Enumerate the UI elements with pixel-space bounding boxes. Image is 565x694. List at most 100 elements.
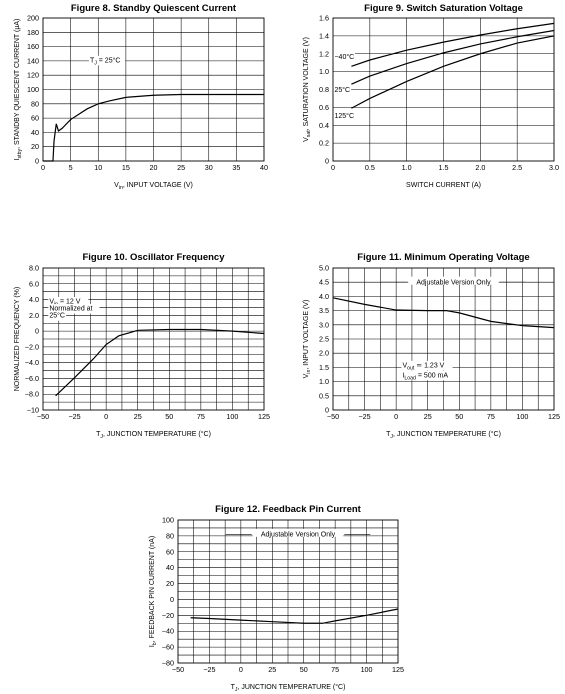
y-tick-label: 0	[325, 406, 329, 415]
y-tick-label: −6.0	[25, 374, 39, 383]
x-tick-label: 0	[104, 412, 108, 421]
annotation-bg	[48, 311, 67, 321]
y-axis-label: Vsat, SATURATION VOLTAGE (V)	[303, 37, 312, 142]
y-axis-label: Istby, STANDBY QUIESCENT CURRENT (µA)	[14, 19, 23, 161]
y-axis-label: Vin, INPUT VOLTAGE (V)	[303, 300, 312, 379]
y-axis-label: Ib, FEEDBACK PIN CURRENT (nA)	[149, 536, 158, 647]
x-tick-label: 25	[177, 163, 185, 172]
x-tick-label: −25	[358, 412, 370, 421]
series-line	[43, 93, 264, 162]
y-tick-label: 4.0	[319, 292, 329, 301]
series-label-bg	[333, 85, 352, 95]
y-tick-label: 1.6	[319, 14, 329, 23]
series-label-bg	[333, 111, 355, 121]
annotation-bg	[48, 304, 100, 314]
y-tick-label: 4.0	[29, 295, 39, 304]
y-tick-label: 100	[27, 85, 39, 94]
x-tick-label: 25	[268, 665, 276, 674]
y-tick-label: 1.2	[319, 49, 329, 58]
y-tick-label: 0	[170, 595, 174, 604]
x-tick-label: 125	[392, 665, 404, 674]
chart-title: Figure 9. Switch Saturation Voltage	[364, 3, 523, 14]
y-tick-label: 40	[31, 128, 39, 137]
y-tick-label: 0.8	[319, 85, 329, 94]
x-tick-label: 1.5	[439, 163, 449, 172]
x-tick-label: 100	[516, 412, 528, 421]
y-tick-label: 200	[27, 14, 39, 23]
annotation: Normalized at	[49, 306, 92, 313]
y-tick-label: 80	[31, 99, 39, 108]
y-tick-label: −20	[162, 611, 174, 620]
annotation-bg	[88, 55, 126, 66]
x-tick-label: 30	[205, 163, 213, 172]
y-tick-label: 2.0	[29, 311, 39, 320]
x-tick-label: 25	[424, 412, 432, 421]
series-line	[351, 29, 555, 85]
plot-frame	[177, 519, 399, 664]
grid	[43, 268, 264, 410]
x-tick-label: 20	[150, 163, 158, 172]
chart-title: Figure 10. Oscillator Frequency	[82, 252, 225, 263]
y-tick-label: −8.0	[25, 390, 39, 399]
grid	[333, 18, 554, 161]
chart-title: Figure 11. Minimum Operating Voltage	[357, 252, 529, 263]
legend-bg	[252, 528, 344, 537]
x-tick-label: 50	[165, 412, 173, 421]
y-tick-label: 60	[166, 547, 174, 556]
x-tick-label: 100	[361, 665, 373, 674]
y-tick-label: 20	[31, 142, 39, 151]
x-tick-label: 50	[455, 412, 463, 421]
series-label: 125°C	[334, 112, 354, 120]
y-tick-label: 1.0	[319, 67, 329, 76]
chart-10: Figure 10. Oscillator Frequency −50 −25 0 25…	[14, 252, 270, 440]
annotation-bg	[48, 297, 89, 307]
legend-note: Adjustable Version Only	[416, 280, 491, 287]
x-tick-label: 40	[260, 163, 268, 172]
x-tick-label: 0.5	[365, 163, 375, 172]
x-axis-label: Vin, INPUT VOLTAGE (V)	[114, 182, 193, 191]
plot-frame	[42, 17, 265, 162]
x-axis-label: TJ, JUNCTION TEMPERATURE (°C)	[231, 683, 346, 693]
legend-bg	[408, 276, 499, 285]
plot-frame	[332, 17, 555, 162]
annotation: Vout ≃ 1.23 V	[402, 362, 444, 371]
x-tick-label: 2.0	[475, 163, 485, 172]
x-tick-label: 125	[258, 412, 270, 421]
chart-9: Figure 9. Switch Saturation Voltage 0 0.5 1…	[303, 3, 559, 189]
x-tick-label: 3.0	[549, 163, 559, 172]
y-tick-label: 1.4	[319, 31, 329, 40]
series-line	[351, 22, 555, 67]
grid	[333, 268, 554, 410]
x-tick-label: 2.5	[512, 163, 522, 172]
x-tick-label: 10	[94, 163, 102, 172]
y-tick-label: 8.0	[29, 264, 39, 273]
chart-title: Figure 12. Feedback Pin Current	[215, 504, 362, 515]
y-tick-label: 0.2	[319, 139, 329, 148]
x-tick-label: −50	[172, 665, 184, 674]
x-tick-label: 50	[300, 665, 308, 674]
plot-frame	[42, 267, 265, 411]
y-tick-label: 4.5	[319, 278, 329, 287]
y-tick-label: 160	[27, 42, 39, 51]
y-tick-label: 0.4	[319, 121, 329, 130]
x-tick-label: 0	[239, 665, 243, 674]
series-label: −40°C	[334, 53, 354, 61]
chart-12: Figure 12. Feedback Pin Current −50 −25 0 25…	[149, 504, 404, 693]
y-tick-label: −60	[162, 643, 174, 652]
chart-title: Figure 8. Standby Quiescent Current	[71, 3, 237, 14]
x-tick-label: 35	[232, 163, 240, 172]
x-tick-label: −50	[37, 412, 49, 421]
x-tick-label: 1.0	[402, 163, 412, 172]
x-tick-label: 75	[331, 665, 339, 674]
chart-11: Figure 11. Minimum Operating Voltage −50 −…	[303, 252, 560, 440]
series-line	[55, 328, 265, 397]
annotation: TJ = 25°C	[90, 56, 121, 66]
y-tick-label: 0.6	[319, 103, 329, 112]
y-axis-label: NORMALIZED FREQUENCY (%)	[14, 287, 21, 392]
x-axis-label: TJ, JUNCTION TEMPERATURE (°C)	[386, 430, 501, 440]
y-tick-label: 5.0	[319, 264, 329, 273]
y-tick-label: 0	[35, 327, 39, 336]
x-tick-label: 5	[69, 163, 73, 172]
y-tick-label: −80	[162, 659, 174, 668]
